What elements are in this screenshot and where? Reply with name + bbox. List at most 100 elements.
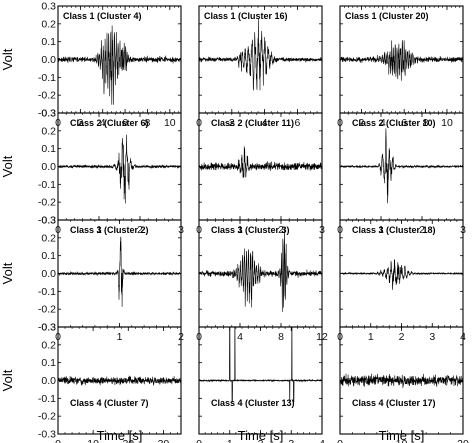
y-tick-label: 0.1 [41, 357, 56, 369]
y-tick-label: 0.0 [41, 375, 56, 387]
x-tick-label: 0 [55, 438, 61, 443]
y-tick-label: 0.1 [41, 250, 56, 262]
y-tick-label: 0.3 [41, 108, 56, 120]
x-tick-label: 2 [258, 438, 264, 443]
y-tick-label: -0.3 [38, 215, 56, 227]
x-tick-label: 20 [122, 438, 134, 443]
x-tick-label: 1 [237, 224, 243, 236]
x-tick-label: 4 [380, 117, 386, 129]
waveform-panel-10: -0.3 -0.2 -0.1 0.0 0.1 0.2 0.3 0 10 20 30 Class 4 (… [38, 322, 182, 443]
y-tick-label: 0.0 [41, 54, 56, 66]
x-tick-label: 10 [87, 438, 99, 443]
x-tick-label: 3 [429, 331, 435, 343]
y-axis-label-row-1: Volt [0, 48, 15, 70]
y-tick-label: -0.2 [38, 411, 56, 423]
y-tick-label: 0.2 [41, 18, 56, 30]
x-tick-label: 2 [137, 224, 143, 236]
y-tick-label: 0.3 [41, 1, 56, 13]
x-tick-label: 2 [278, 224, 284, 236]
panel-title: Class 4 (Cluster 7) [70, 398, 149, 408]
panel-title: Class 1 (Cluster 16) [204, 11, 288, 21]
x-tick-label: 10 [164, 117, 176, 129]
waveform-trace [58, 236, 181, 307]
x-tick-label: 8 [145, 117, 151, 129]
x-tick-label: 1 [227, 438, 233, 443]
x-tick-label: 10 [441, 117, 453, 129]
panel-title: Class 3 (Cluster 18) [352, 225, 436, 235]
x-tick-label: 1 [378, 224, 384, 236]
x-tick-label: 10 [396, 438, 408, 443]
x-tick-label: 4 [237, 331, 243, 343]
panel-title: Class 3 (Cluster 3) [211, 225, 290, 235]
x-tick-label: 8 [278, 331, 284, 343]
y-axis-label-row-3: Volt [0, 262, 15, 284]
x-tick-label: 0 [337, 438, 343, 443]
x-tick-label: 2 [399, 331, 405, 343]
x-tick-label: 1 [117, 331, 123, 343]
x-tick-label: 2 [229, 117, 235, 129]
waveform-trace [340, 373, 463, 389]
y-tick-label: 0.3 [41, 215, 56, 227]
waveform-trace [58, 375, 181, 386]
waveform-trace [58, 25, 181, 105]
y-tick-label: -0.1 [38, 72, 56, 84]
y-tick-label: -0.2 [38, 304, 56, 316]
y-tick-label: -0.2 [38, 197, 56, 209]
x-tick-label: 2 [358, 117, 364, 129]
y-axis-label-row-4: Volt [0, 369, 15, 391]
y-tick-label: -0.1 [38, 393, 56, 405]
y-tick-label: 0.0 [41, 161, 56, 173]
x-tick-label: 1 [368, 331, 374, 343]
y-tick-label: -0.1 [38, 286, 56, 298]
panel-title: Class 4 (Cluster 13) [211, 398, 295, 408]
waveform-panel-11: 0 1 2 3 4 Class 4 (Cluster 13) [196, 326, 325, 443]
y-tick-label: -0.2 [38, 90, 56, 102]
x-tick-label: 20 [457, 438, 469, 443]
y-tick-label: 0.2 [41, 125, 56, 137]
waveform-trace [199, 18, 322, 91]
waveform-trace [199, 227, 322, 312]
panel-title: Class 4 (Cluster 17) [352, 398, 436, 408]
x-tick-label: 2 [419, 224, 425, 236]
y-tick-label: 0.2 [41, 232, 56, 244]
x-tick-label: 1 [96, 224, 102, 236]
waveform-trace [199, 146, 322, 178]
y-tick-label: -0.3 [38, 108, 56, 120]
y-tick-label: -0.3 [38, 322, 56, 334]
panel-title: Class 1 (Cluster 20) [345, 11, 429, 21]
x-tick-label: 6 [401, 117, 407, 129]
x-tick-label: 8 [423, 117, 429, 129]
y-tick-label: 0.1 [41, 36, 56, 48]
x-tick-label: 6 [122, 117, 128, 129]
waveform-trace [340, 128, 463, 204]
x-tick-label: 3 [288, 438, 294, 443]
waveform-panel-12: 0 10 20 Class 4 (Cluster 17) [337, 326, 469, 443]
x-axis-label-col-1: Time [s] [97, 428, 143, 443]
panel-title: Class 3 (Cluster 2) [70, 225, 149, 235]
y-tick-label: 0.0 [41, 268, 56, 280]
x-tick-label: 0 [196, 438, 202, 443]
x-tick-label: 2 [77, 117, 83, 129]
panel-title: Class 1 (Cluster 4) [63, 11, 142, 21]
x-tick-label: 4 [262, 117, 268, 129]
x-axis-label-col-3: Time [s] [379, 428, 425, 443]
waveform-trace [58, 134, 181, 204]
waveform-trace [199, 327, 322, 403]
y-axis-label-row-2: Volt [0, 155, 15, 177]
x-tick-label: 4 [100, 117, 106, 129]
waveform-trace [340, 40, 463, 81]
panel-title: Class 2 (Cluster 11) [211, 118, 294, 128]
waveform-trace [340, 259, 463, 290]
y-tick-label: 0.1 [41, 143, 56, 155]
y-tick-label: 0.3 [41, 322, 56, 334]
x-axis-label-col-2: Time [s] [238, 428, 284, 443]
